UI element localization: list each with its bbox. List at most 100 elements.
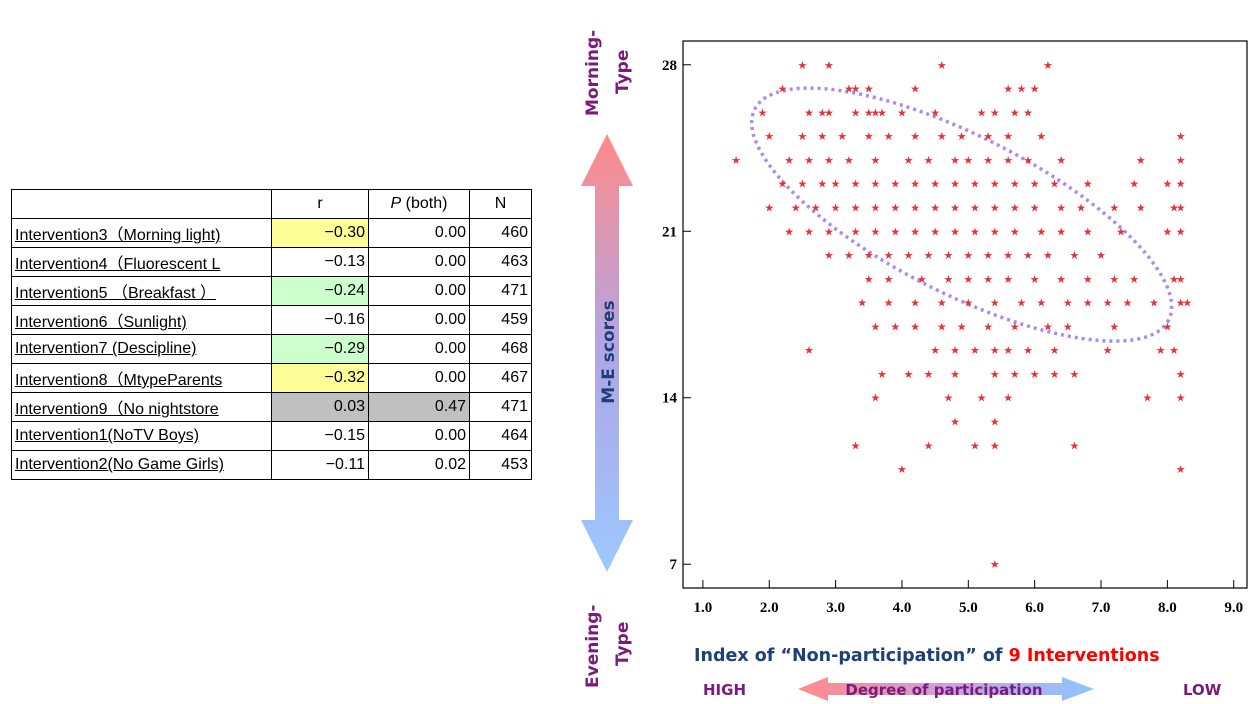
y-tick-label: 28 xyxy=(662,58,677,74)
data-point: ★ xyxy=(963,154,973,167)
data-point: ★ xyxy=(1050,344,1060,357)
data-point: ★ xyxy=(937,297,947,310)
correlation-table: r P (both) N Intervention3（Morning light… xyxy=(11,189,532,480)
data-point: ★ xyxy=(977,392,987,405)
data-point: ★ xyxy=(990,344,1000,357)
n-value: 471 xyxy=(469,276,532,306)
data-point: ★ xyxy=(990,558,1000,571)
data-point: ★ xyxy=(1010,201,1020,214)
data-point: ★ xyxy=(1109,273,1119,286)
data-point: ★ xyxy=(817,130,827,143)
data-point: ★ xyxy=(844,249,854,262)
x-tick-label: 2.0 xyxy=(760,600,779,616)
data-point: ★ xyxy=(990,178,1000,191)
data-point: ★ xyxy=(1023,154,1033,167)
data-point: ★ xyxy=(930,201,940,214)
data-point: ★ xyxy=(884,249,894,262)
data-point: ★ xyxy=(930,106,940,119)
data-point: ★ xyxy=(870,392,880,405)
data-point: ★ xyxy=(990,297,1000,310)
data-point: ★ xyxy=(1023,344,1033,357)
plot-frame xyxy=(682,40,1248,589)
data-point: ★ xyxy=(983,249,993,262)
data-point: ★ xyxy=(970,225,980,238)
data-point: ★ xyxy=(884,273,894,286)
data-point: ★ xyxy=(804,344,814,357)
data-point: ★ xyxy=(950,344,960,357)
data-point: ★ xyxy=(870,178,880,191)
data-point: ★ xyxy=(937,130,947,143)
data-point: ★ xyxy=(817,178,827,191)
data-point: ★ xyxy=(851,201,861,214)
data-point: ★ xyxy=(778,83,788,96)
data-point: ★ xyxy=(963,297,973,310)
data-point: ★ xyxy=(1010,320,1020,333)
data-point: ★ xyxy=(1030,201,1040,214)
data-point: ★ xyxy=(764,130,774,143)
data-point: ★ xyxy=(1176,201,1186,214)
data-point: ★ xyxy=(851,83,861,96)
data-point: ★ xyxy=(1176,225,1186,238)
data-point: ★ xyxy=(904,368,914,381)
data-point: ★ xyxy=(924,154,934,167)
data-point: ★ xyxy=(1070,439,1080,452)
data-point: ★ xyxy=(851,439,861,452)
data-point: ★ xyxy=(963,249,973,262)
data-point: ★ xyxy=(970,178,980,191)
data-point: ★ xyxy=(797,178,807,191)
data-point: ★ xyxy=(950,178,960,191)
r-value: −0.30 xyxy=(271,218,369,248)
data-point: ★ xyxy=(924,439,934,452)
data-point: ★ xyxy=(870,225,880,238)
x-tick-label: 4.0 xyxy=(893,600,912,616)
row-label: Intervention9（No nightstore xyxy=(11,392,272,422)
data-point: ★ xyxy=(1010,178,1020,191)
data-point: ★ xyxy=(983,320,993,333)
data-point: ★ xyxy=(910,320,920,333)
data-point: ★ xyxy=(1036,130,1046,143)
data-point: ★ xyxy=(1149,297,1159,310)
data-point: ★ xyxy=(1162,320,1172,333)
data-point: ★ xyxy=(1143,392,1153,405)
data-point: ★ xyxy=(870,106,880,119)
data-point: ★ xyxy=(970,201,980,214)
data-point: ★ xyxy=(758,106,768,119)
data-point: ★ xyxy=(1030,83,1040,96)
data-point: ★ xyxy=(1063,297,1073,310)
data-point: ★ xyxy=(1003,273,1013,286)
data-point: ★ xyxy=(1003,83,1013,96)
evening-type-label-line2: Type xyxy=(613,622,633,666)
evening-type-label-line1: Evening- xyxy=(583,605,603,688)
x-tick-label: 3.0 xyxy=(826,600,845,616)
data-point: ★ xyxy=(977,106,987,119)
data-point: ★ xyxy=(784,225,794,238)
data-point: ★ xyxy=(1129,178,1139,191)
x-axis-label-main: Index of “Non-participation” of xyxy=(694,646,1009,666)
r-value: −0.16 xyxy=(271,305,369,335)
data-point: ★ xyxy=(983,154,993,167)
r-value: −0.32 xyxy=(271,363,369,393)
table-row: Intervention5 （Breakfast ） −0.24 0.00 471 xyxy=(11,276,532,306)
data-point: ★ xyxy=(1056,154,1066,167)
data-point: ★ xyxy=(778,178,788,191)
data-point: ★ xyxy=(1176,178,1186,191)
data-point: ★ xyxy=(884,130,894,143)
data-point: ★ xyxy=(1176,273,1186,286)
data-point: ★ xyxy=(831,178,841,191)
data-point: ★ xyxy=(990,201,1000,214)
data-point: ★ xyxy=(1156,344,1166,357)
data-point: ★ xyxy=(1083,178,1093,191)
x-tick-label: 6.0 xyxy=(1025,600,1044,616)
data-point: ★ xyxy=(817,106,827,119)
data-point: ★ xyxy=(1182,297,1192,310)
data-point: ★ xyxy=(1030,178,1040,191)
data-point: ★ xyxy=(950,368,960,381)
data-point: ★ xyxy=(890,225,900,238)
data-point: ★ xyxy=(1056,225,1066,238)
vertical-double-arrow xyxy=(581,134,633,572)
data-point: ★ xyxy=(811,201,821,214)
row-label: Intervention8（MtypeParents xyxy=(11,363,272,393)
data-point: ★ xyxy=(851,225,861,238)
data-point: ★ xyxy=(1023,106,1033,119)
data-point: ★ xyxy=(837,130,847,143)
